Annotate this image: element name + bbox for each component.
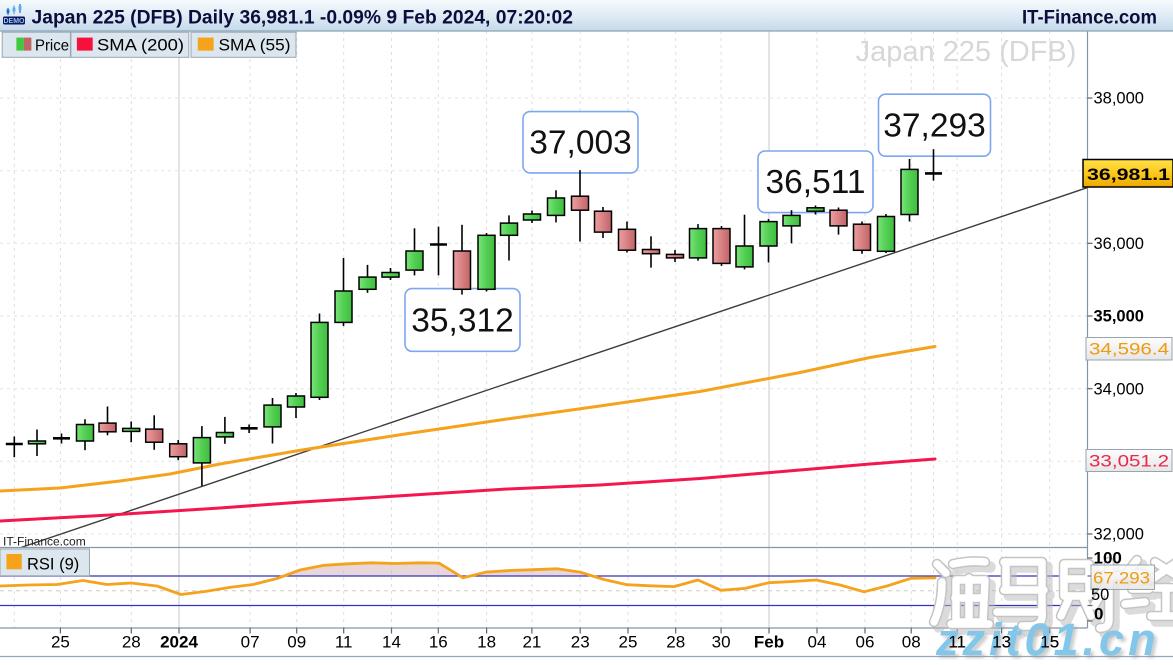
svg-text:14: 14 — [382, 633, 401, 652]
svg-text:38,000: 38,000 — [1094, 90, 1144, 108]
svg-text:28: 28 — [666, 633, 685, 652]
svg-text:35,312: 35,312 — [411, 303, 513, 340]
svg-text:SMA (200): SMA (200) — [97, 37, 184, 55]
svg-text:zzit01.cn: zzit01.cn — [935, 614, 1160, 660]
svg-text:Japan 225 (DFB) Daily 36,981.1: Japan 225 (DFB) Daily 36,981.1 -0.09% 9 … — [32, 8, 574, 29]
svg-text:34,596.4: 34,596.4 — [1089, 341, 1169, 359]
svg-text:11: 11 — [948, 633, 966, 652]
svg-text:37,003: 37,003 — [529, 125, 631, 162]
svg-text:18: 18 — [477, 633, 496, 652]
svg-text:DEMO: DEMO — [4, 18, 26, 25]
svg-text:SMA (55): SMA (55) — [219, 37, 291, 55]
svg-text:07: 07 — [241, 633, 260, 652]
svg-text:15: 15 — [1040, 633, 1059, 652]
svg-text:zzit01.cn: zzit01.cn — [938, 617, 1163, 660]
svg-text:36,981.1: 36,981.1 — [1087, 165, 1170, 184]
svg-text:28: 28 — [122, 633, 141, 652]
svg-text:100: 100 — [1094, 549, 1122, 568]
svg-text:23: 23 — [571, 633, 590, 652]
svg-text:13: 13 — [992, 633, 1011, 652]
svg-text:RSI (9): RSI (9) — [27, 556, 79, 574]
svg-text:30: 30 — [712, 633, 731, 652]
svg-text:16: 16 — [429, 633, 448, 652]
svg-text:09: 09 — [287, 633, 306, 652]
svg-text:Feb: Feb — [754, 633, 784, 652]
svg-text:Japan 225 (DFB): Japan 225 (DFB) — [856, 36, 1077, 68]
svg-text:Price: Price — [35, 38, 69, 55]
svg-text:13: 13 — [992, 633, 1011, 652]
svg-text:IT-Finance.com: IT-Finance.com — [3, 535, 86, 549]
svg-text:21: 21 — [522, 633, 541, 652]
svg-text:IT-Finance.com: IT-Finance.com — [1022, 8, 1157, 29]
svg-text:0: 0 — [1094, 605, 1103, 624]
svg-text:33,051.2: 33,051.2 — [1089, 453, 1169, 471]
svg-text:04: 04 — [808, 633, 827, 652]
svg-text:11: 11 — [948, 633, 966, 652]
svg-text:34,000: 34,000 — [1094, 380, 1144, 398]
svg-text:11: 11 — [335, 633, 353, 652]
svg-text:67.293: 67.293 — [1093, 569, 1150, 588]
svg-text:25: 25 — [51, 633, 70, 652]
svg-text:2024: 2024 — [160, 633, 198, 652]
svg-text:08: 08 — [902, 633, 921, 652]
svg-text:50: 50 — [1091, 586, 1109, 604]
svg-text:32,000: 32,000 — [1094, 526, 1144, 544]
svg-text:36,000: 36,000 — [1094, 235, 1144, 253]
svg-text:36,511: 36,511 — [766, 164, 866, 201]
svg-text:35,000: 35,000 — [1094, 308, 1144, 326]
svg-text:25: 25 — [619, 633, 638, 652]
svg-text:37,293: 37,293 — [883, 108, 985, 145]
svg-text:06: 06 — [856, 633, 875, 652]
svg-text:15: 15 — [1040, 633, 1059, 652]
